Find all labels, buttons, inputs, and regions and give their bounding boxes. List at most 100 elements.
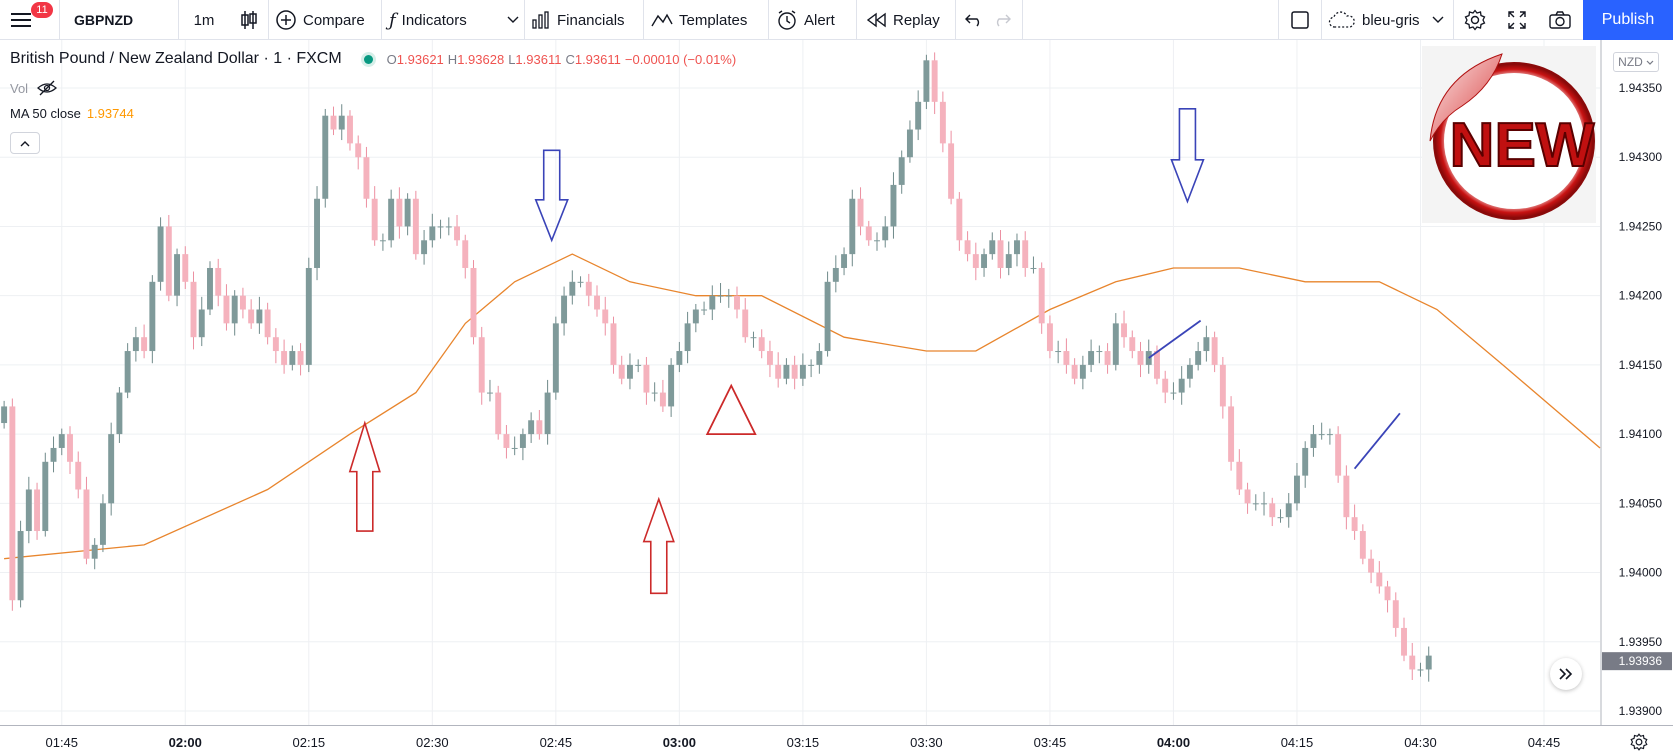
candle [297, 343, 304, 376]
main-menu-button[interactable] [10, 0, 50, 40]
symbol-search-button[interactable]: GBPNZD [60, 0, 178, 40]
time-tick-label: 03:00 [663, 735, 696, 750]
candle [1425, 646, 1432, 682]
candle [198, 296, 205, 347]
candle [1195, 341, 1202, 371]
candle [1302, 441, 1309, 488]
candle [1079, 355, 1086, 390]
candle-body [1121, 323, 1127, 338]
indicators-dropdown[interactable] [502, 0, 524, 40]
chevron-down-icon [1646, 60, 1654, 65]
candle-body [964, 240, 971, 255]
candle [956, 192, 963, 251]
candle-body [1392, 600, 1399, 628]
candle-body [799, 364, 806, 379]
replay-button[interactable]: Replay [867, 0, 967, 40]
candle [132, 326, 139, 362]
scroll-to-realtime-button[interactable] [1550, 658, 1582, 690]
ma-legend[interactable]: MA 50 close 1.93744 [10, 106, 134, 121]
candle-body [165, 226, 172, 296]
candle-body [1219, 364, 1226, 407]
candle [347, 110, 353, 151]
chevron-up-icon [20, 140, 30, 146]
time-tick-label: 04:15 [1281, 735, 1314, 750]
candle [511, 436, 518, 456]
candle-body [108, 434, 115, 504]
price-scale[interactable]: 1.94350 1.94300 1.94250 1.94200 1.94150 1.941… [1619, 81, 1663, 718]
candle [174, 248, 181, 307]
candle-body [602, 309, 609, 324]
top-toolbar: 11 GBPNZD 1m Compare ƒ Indicators Financ… [0, 0, 1673, 40]
candle [651, 382, 658, 402]
candle [552, 316, 559, 400]
time-scale[interactable]: 01:45 02:00 02:15 02:30 02:45 03:00 03:15 03:30… [45, 735, 1560, 750]
candle [874, 232, 880, 251]
publish-button[interactable]: Publish [1583, 0, 1673, 40]
candle [1269, 497, 1276, 527]
compare-button[interactable]: Compare [275, 0, 383, 40]
layout-name: bleu-gris [1362, 11, 1420, 29]
collapse-legend-button[interactable] [10, 132, 40, 154]
financials-button[interactable]: Financials [531, 0, 651, 40]
candle-body [42, 461, 49, 532]
candle [486, 379, 493, 402]
interval-button[interactable]: 1m [179, 0, 229, 40]
candle-body [1104, 351, 1111, 365]
indicators-button[interactable]: ƒ Indicators [389, 0, 504, 40]
symbol-title[interactable]: British Pound / New Zealand Dollar · 1 ·… [10, 50, 342, 67]
undo-icon [965, 14, 980, 27]
interval-label: 1m [193, 11, 215, 29]
price-tick-label: 1.94300 [1619, 150, 1663, 164]
candle [857, 187, 864, 236]
candle-body [412, 198, 419, 255]
notification-badge: 11 [31, 2, 53, 18]
undo-button[interactable] [962, 0, 986, 40]
candle-body [124, 351, 131, 393]
trend-line-annotation [1353, 412, 1401, 470]
new-sticker-image: NEW [1429, 53, 1596, 220]
fullscreen-button[interactable] [1502, 0, 1532, 40]
indicators-label: Indicators [401, 11, 467, 29]
candle [766, 340, 773, 378]
candle [750, 331, 757, 348]
new-text: NEW [1450, 111, 1595, 180]
candle-body [997, 240, 1004, 268]
time-scale-settings-button[interactable] [1628, 731, 1650, 753]
symbol-legend: British Pound / New Zealand Dollar · 1 ·… [10, 50, 740, 68]
candle-body [890, 184, 897, 227]
redo-button[interactable] [990, 0, 1014, 40]
candle-body [610, 323, 617, 365]
candle-body [1112, 323, 1119, 365]
market-status-dot [363, 54, 373, 64]
currency-unit-button[interactable]: NZD [1613, 52, 1659, 72]
alert-button[interactable]: Alert [776, 0, 868, 40]
candle-body [1203, 337, 1210, 352]
alarm-clock-icon [778, 10, 796, 30]
templates-button[interactable]: Templates [651, 0, 771, 40]
candle-body [1137, 351, 1144, 365]
fullscreen-layout-button[interactable] [1285, 0, 1315, 40]
settings-button[interactable] [1460, 0, 1490, 40]
candle [981, 248, 988, 277]
eye-off-icon[interactable] [36, 80, 58, 96]
candle-body [1252, 503, 1259, 505]
candle-body [536, 420, 543, 435]
candle [1285, 493, 1292, 528]
candle [239, 287, 246, 319]
chart-canvas[interactable]: 1.94350 1.94300 1.94250 1.94200 1.94150 1.941… [0, 40, 1673, 756]
close-key: C [565, 51, 575, 67]
candle-body [758, 337, 765, 352]
chart-style-button[interactable] [231, 0, 267, 40]
snapshot-button[interactable] [1545, 0, 1575, 40]
candle-body [83, 489, 90, 559]
candle-body [231, 295, 238, 324]
candle-body [1335, 434, 1342, 476]
candle-body [239, 295, 246, 310]
high-key: H [447, 51, 458, 67]
candle [734, 286, 740, 319]
replay-label: Replay [893, 11, 940, 29]
function-icon: ƒ [389, 9, 396, 31]
layout-menu-button[interactable]: bleu-gris [1328, 0, 1448, 40]
candle-body [808, 364, 815, 366]
volume-legend[interactable]: Vol [10, 80, 58, 96]
